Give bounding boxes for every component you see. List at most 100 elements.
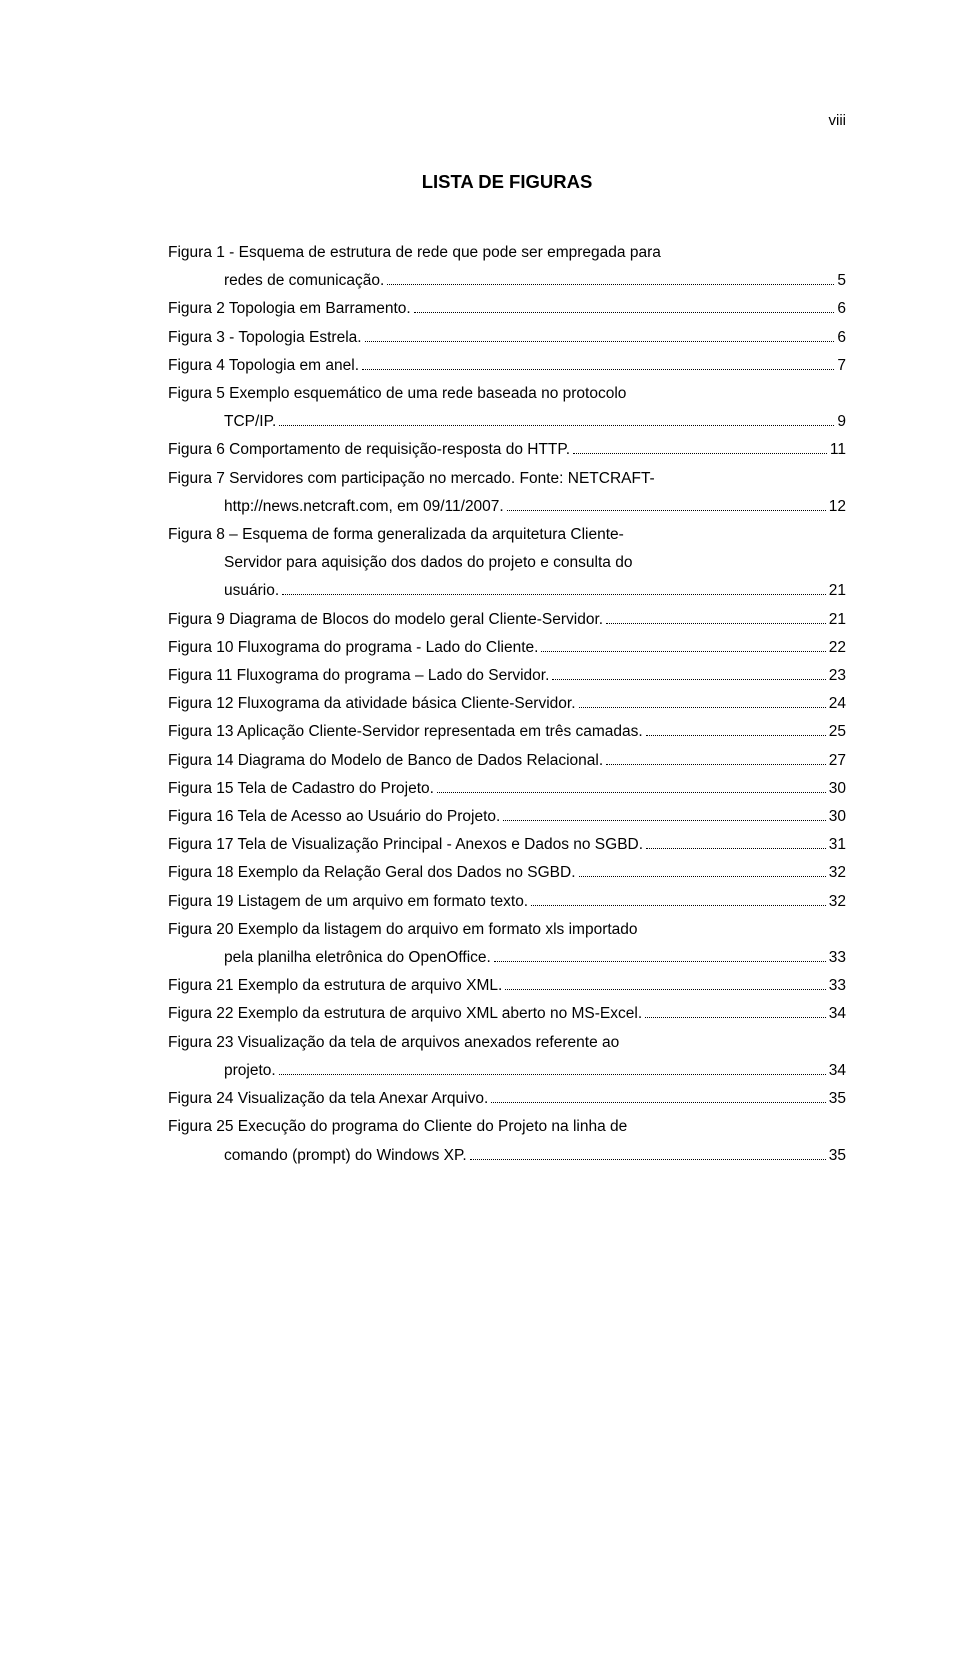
figure-entry-page: 32 [829, 888, 846, 916]
figure-entry-line: Servidor para aquisição dos dados do pro… [168, 549, 846, 577]
figure-entry: Figura 19 Listagem de um arquivo em form… [168, 888, 846, 916]
leader-dots [437, 792, 826, 793]
figure-entry-row: Figura 14 Diagrama do Modelo de Banco de… [168, 747, 846, 775]
figure-entry: Figura 13 Aplicação Cliente-Servidor rep… [168, 718, 846, 746]
figure-entry: Figura 3 - Topologia Estrela.6 [168, 324, 846, 352]
figure-entry-page: 11 [830, 436, 846, 464]
figure-entry-row: Figura 21 Exemplo da estrutura de arquiv… [168, 972, 846, 1000]
figure-entry: Figura 7 Servidores com participação no … [168, 465, 846, 521]
figure-entry-text: Figura 17 Tela de Visualização Principal… [168, 831, 643, 859]
figure-entry-page: 23 [829, 662, 846, 690]
figure-entry: Figura 8 – Esquema de forma generalizada… [168, 521, 846, 606]
figure-entry-page: 6 [837, 295, 846, 323]
figure-entry-text: http://news.netcraft.com, em 09/11/2007. [224, 493, 504, 521]
figure-entry: Figura 22 Exemplo da estrutura de arquiv… [168, 1000, 846, 1028]
figure-entry-page: 24 [829, 690, 846, 718]
figure-entry-text: Figura 22 Exemplo da estrutura de arquiv… [168, 1000, 642, 1028]
leader-dots [279, 425, 834, 426]
figure-entry-row: Figura 22 Exemplo da estrutura de arquiv… [168, 1000, 846, 1028]
figure-entry-text: Figura 21 Exemplo da estrutura de arquiv… [168, 972, 502, 1000]
figure-entry-row: comando (prompt) do Windows XP.35 [168, 1142, 846, 1170]
figure-entry-line: Figura 7 Servidores com participação no … [168, 465, 846, 493]
figure-entry-page: 34 [829, 1057, 846, 1085]
figure-entry-line: Figura 20 Exemplo da listagem do arquivo… [168, 916, 846, 944]
figure-entry: Figura 20 Exemplo da listagem do arquivo… [168, 916, 846, 972]
figure-entry-page: 33 [829, 944, 846, 972]
leader-dots [507, 510, 826, 511]
figure-entry: Figura 21 Exemplo da estrutura de arquiv… [168, 972, 846, 1000]
figure-entry-row: Figura 11 Fluxograma do programa – Lado … [168, 662, 846, 690]
figure-entry-line: Figura 8 – Esquema de forma generalizada… [168, 521, 846, 549]
figure-entry-row: Figura 16 Tela de Acesso ao Usuário do P… [168, 803, 846, 831]
figure-entry-row: Figura 4 Topologia em anel. 7 [168, 352, 846, 380]
leader-dots [646, 848, 826, 849]
figure-entry-text: Figura 12 Fluxograma da atividade básica… [168, 690, 576, 718]
leader-dots [491, 1102, 826, 1103]
figure-entry: Figura 24 Visualização da tela Anexar Ar… [168, 1085, 846, 1113]
leader-dots [579, 876, 826, 877]
figure-entry: Figura 2 Topologia em Barramento.6 [168, 295, 846, 323]
leader-dots [541, 651, 825, 652]
figure-entry-row: Figura 18 Exemplo da Relação Geral dos D… [168, 859, 846, 887]
figure-entry-text: Figura 14 Diagrama do Modelo de Banco de… [168, 747, 603, 775]
figure-entry-text: Figura 11 Fluxograma do programa – Lado … [168, 662, 549, 690]
figure-entry-row: Figura 24 Visualização da tela Anexar Ar… [168, 1085, 846, 1113]
figure-entry: Figura 4 Topologia em anel. 7 [168, 352, 846, 380]
figure-entry-row: projeto. 34 [168, 1057, 846, 1085]
figure-entry-page: 35 [829, 1085, 846, 1113]
list-of-figures-title: LISTA DE FIGURAS [168, 171, 846, 193]
figure-entry-page: 27 [829, 747, 846, 775]
leader-dots [279, 1074, 826, 1075]
figure-entry-row: pela planilha eletrônica do OpenOffice. 3… [168, 944, 846, 972]
figure-entry-text: pela planilha eletrônica do OpenOffice. [224, 944, 491, 972]
figure-entry-line: Figura 25 Execução do programa do Client… [168, 1113, 846, 1141]
figure-entry-text: Figura 6 Comportamento de requisição-res… [168, 436, 570, 464]
figure-entry: Figura 9 Diagrama de Blocos do modelo ge… [168, 606, 846, 634]
figure-entry-page: 32 [829, 859, 846, 887]
figure-entry-page: 30 [829, 803, 846, 831]
figure-entry-page: 30 [829, 775, 846, 803]
leader-dots [573, 453, 827, 454]
figure-entry-row: Figura 12 Fluxograma da atividade básica… [168, 690, 846, 718]
leader-dots [645, 1017, 826, 1018]
figure-entry: Figura 18 Exemplo da Relação Geral dos D… [168, 859, 846, 887]
figure-entry-page: 21 [829, 577, 846, 605]
leader-dots [552, 679, 825, 680]
figure-entry-page: 34 [829, 1000, 846, 1028]
leader-dots [606, 623, 826, 624]
page-number: viii [168, 112, 846, 129]
figure-entry: Figura 11 Fluxograma do programa – Lado … [168, 662, 846, 690]
figures-list: Figura 1 - Esquema de estrutura de rede … [168, 239, 846, 1170]
figure-entry-row: Figura 19 Listagem de um arquivo em form… [168, 888, 846, 916]
figure-entry: Figura 16 Tela de Acesso ao Usuário do P… [168, 803, 846, 831]
figure-entry-page: 9 [837, 408, 846, 436]
figure-entry-line: Figura 23 Visualização da tela de arquiv… [168, 1029, 846, 1057]
figure-entry-row: Figura 13 Aplicação Cliente-Servidor rep… [168, 718, 846, 746]
figure-entry-page: 5 [837, 267, 846, 295]
figure-entry-text: Figura 4 Topologia em anel. [168, 352, 359, 380]
figure-entry-page: 22 [829, 634, 846, 662]
figure-entry: Figura 14 Diagrama do Modelo de Banco de… [168, 747, 846, 775]
figure-entry-row: Figura 2 Topologia em Barramento.6 [168, 295, 846, 323]
figure-entry-text: Figura 18 Exemplo da Relação Geral dos D… [168, 859, 576, 887]
figure-entry: Figura 12 Fluxograma da atividade básica… [168, 690, 846, 718]
figure-entry-text: projeto. [224, 1057, 276, 1085]
figure-entry-line: Figura 1 - Esquema de estrutura de rede … [168, 239, 846, 267]
leader-dots [646, 735, 826, 736]
leader-dots [494, 961, 826, 962]
leader-dots [531, 905, 826, 906]
figure-entry-page: 7 [837, 352, 846, 380]
figure-entry: Figura 17 Tela de Visualização Principal… [168, 831, 846, 859]
figure-entry-text: Figura 3 - Topologia Estrela. [168, 324, 362, 352]
figure-entry-row: redes de comunicação.5 [168, 267, 846, 295]
figure-entry-text: Figura 24 Visualização da tela Anexar Ar… [168, 1085, 488, 1113]
leader-dots [579, 707, 826, 708]
figure-entry-row: Figura 15 Tela de Cadastro do Projeto. 30 [168, 775, 846, 803]
figure-entry-text: Figura 10 Fluxograma do programa - Lado … [168, 634, 538, 662]
figure-entry-text: Figura 15 Tela de Cadastro do Projeto. [168, 775, 434, 803]
figure-entry: Figura 6 Comportamento de requisição-res… [168, 436, 846, 464]
figure-entry: Figura 25 Execução do programa do Client… [168, 1113, 846, 1169]
leader-dots [282, 594, 826, 595]
figure-entry-text: Figura 16 Tela de Acesso ao Usuário do P… [168, 803, 500, 831]
figure-entry-text: TCP/IP. [224, 408, 276, 436]
